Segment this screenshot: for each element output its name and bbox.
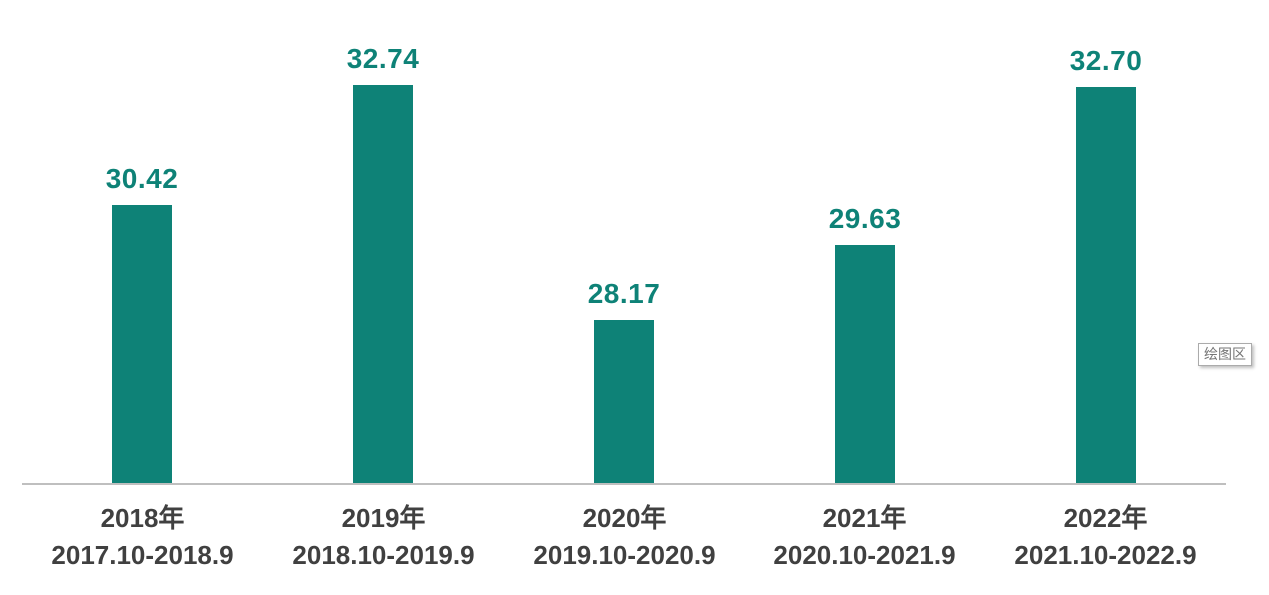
- bar-value-label[interactable]: 32.74: [346, 43, 420, 74]
- bar-value-label[interactable]: 32.70: [1069, 45, 1143, 76]
- category-period-label: 2019.10-2020.9: [533, 540, 716, 570]
- x-axis-category-label[interactable]: 2019年 2018.10-2019.9: [263, 500, 504, 574]
- category-year-label: 2022年: [1063, 503, 1148, 533]
- category-period-label: 2021.10-2022.9: [1014, 540, 1197, 570]
- bar[interactable]: [1076, 87, 1136, 483]
- category-year-label: 2020年: [582, 503, 667, 533]
- plot-area-tooltip-label: 绘图区: [1204, 346, 1246, 362]
- bar-value-label[interactable]: 29.63: [828, 203, 902, 234]
- category-period-label: 2017.10-2018.9: [51, 540, 234, 570]
- x-axis-category-label[interactable]: 2021年 2020.10-2021.9: [744, 500, 985, 574]
- category-period-label: 2020.10-2021.9: [773, 540, 956, 570]
- x-axis-category-label[interactable]: 2022年 2021.10-2022.9: [985, 500, 1226, 574]
- bar[interactable]: [594, 320, 654, 483]
- bar-value-label[interactable]: 28.17: [587, 278, 661, 309]
- category-year-label: 2019年: [341, 503, 426, 533]
- x-axis-category-label[interactable]: 2018年 2017.10-2018.9: [22, 500, 263, 574]
- bar[interactable]: [353, 85, 413, 483]
- category-period-label: 2018.10-2019.9: [292, 540, 475, 570]
- x-axis-line: [22, 483, 1226, 485]
- category-year-label: 2021年: [822, 503, 907, 533]
- bar[interactable]: [835, 245, 895, 483]
- category-year-label: 2018年: [100, 503, 185, 533]
- bar[interactable]: [112, 205, 172, 483]
- plot-area-tooltip: 绘图区: [1198, 343, 1252, 366]
- bar-value-label[interactable]: 30.42: [105, 163, 179, 194]
- x-axis-category-label[interactable]: 2020年 2019.10-2020.9: [504, 500, 745, 574]
